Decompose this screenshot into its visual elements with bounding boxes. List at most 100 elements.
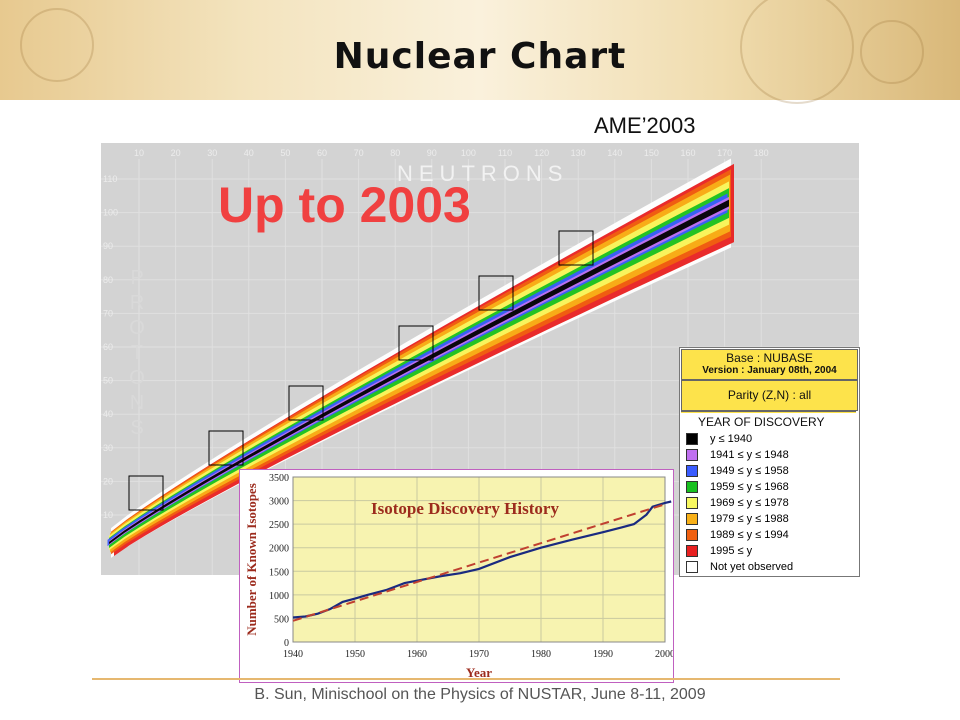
proton-tick-label: 20	[103, 476, 113, 486]
plot-frame	[292, 476, 666, 643]
legend-label: y ≤ 1940	[710, 433, 753, 445]
neutron-tick-label: 80	[390, 148, 400, 158]
headline: Up to 2003	[218, 177, 471, 233]
neutron-tick-label: 90	[427, 148, 437, 158]
neutron-tick-label: 150	[644, 148, 659, 158]
legend-item: 1995 ≤ y	[686, 544, 752, 558]
legend-divider	[681, 411, 856, 413]
magic-number-box	[288, 385, 324, 421]
footer: B. Sun, Minischool on the Physics of NUS…	[254, 686, 706, 703]
legend-label: 1995 ≤ y	[710, 545, 753, 557]
protons-axis-label: PROTONS	[129, 267, 145, 439]
neutrons-axis-label: NEUTRONS	[397, 161, 569, 186]
legend-swatch	[686, 561, 698, 573]
legend-item: 1959 ≤ y ≤ 1968	[686, 480, 789, 494]
magic-number-box	[398, 325, 434, 361]
legend-item: 1969 ≤ y ≤ 1978	[686, 496, 789, 510]
legend-item: y ≤ 1940	[686, 432, 752, 446]
legend-item: 1941 ≤ y ≤ 1948	[686, 448, 789, 462]
proton-tick-label: 50	[103, 376, 113, 386]
legend-item: Not yet observed	[686, 560, 793, 574]
banner-ornament	[740, 0, 854, 104]
proton-tick-label: 100	[103, 208, 118, 218]
proton-tick-label: 90	[103, 241, 113, 251]
nuclide-map: 10 20 30 40 50 60 70 80 90 100 110 120 130 140 150 160 1…	[101, 148, 859, 575]
isotope-band	[109, 199, 729, 545]
legend-label: 1989 ≤ y ≤ 1994	[710, 529, 789, 541]
neutron-tick-label: 140	[607, 148, 622, 158]
legend-item: 1989 ≤ y ≤ 1994	[686, 528, 789, 542]
history-plot: 1940 1950 1960 1970 1980 1990 2000 0 500 1000 1500…	[244, 473, 675, 680]
x-tick-label: 1960	[407, 649, 427, 660]
x-tick-label: 1980	[531, 649, 551, 660]
legend-swatch	[686, 545, 698, 557]
trend-line	[292, 503, 666, 622]
neutron-tick-label: 100	[461, 148, 476, 158]
y-tick-label: 0	[284, 638, 289, 649]
y-axis-label: Number of Known Isotopes	[244, 483, 259, 636]
legend-version: Version : January 08th, 2004	[702, 365, 837, 376]
legend: Base : NUBASE Version : January 08th, 20…	[679, 347, 860, 577]
legend-swatch	[686, 513, 698, 525]
y-tick-label: 1000	[269, 591, 289, 602]
legend-base: Base : NUBASE	[726, 351, 813, 365]
y-tick-label: 500	[274, 614, 289, 625]
proton-tick-label: 110	[103, 174, 117, 184]
y-tick-label: 1500	[269, 567, 289, 578]
legend-label: 1949 ≤ y ≤ 1958	[710, 465, 789, 477]
neutron-tick-label: 130	[571, 148, 586, 158]
legend-label: 1969 ≤ y ≤ 1978	[710, 497, 789, 509]
neutron-tick-label: 180	[754, 148, 769, 158]
banner-ornament	[860, 20, 924, 84]
legend-swatch	[686, 433, 698, 445]
legend-label: Not yet observed	[710, 561, 794, 573]
legend-base-box: Base : NUBASE Version : January 08th, 20…	[681, 349, 858, 380]
legend-item: 1949 ≤ y ≤ 1958	[686, 464, 789, 478]
magic-number-box	[128, 475, 164, 511]
neutron-tick-label: 70	[354, 148, 364, 158]
proton-tick-label: 40	[103, 409, 113, 419]
proton-tick-label: 60	[103, 342, 113, 352]
legend-label: 1979 ≤ y ≤ 1988	[710, 513, 789, 525]
legend-heading: YEAR OF DISCOVERY	[698, 415, 825, 429]
y-tick-label: 3500	[269, 473, 289, 484]
x-tick-label: 1970	[469, 649, 489, 660]
y-tick-label: 2500	[269, 520, 289, 531]
x-axis-label: Year	[466, 665, 492, 680]
neutron-tick-label: 20	[171, 148, 181, 158]
legend-parity: Parity (Z,N) : all	[681, 380, 858, 411]
legend-label: 1941 ≤ y ≤ 1948	[710, 449, 789, 461]
y-tick-label: 3000	[269, 497, 289, 508]
neutron-tick-label: 120	[534, 148, 549, 158]
proton-tick-label: 10	[103, 510, 113, 520]
footer-divider	[92, 678, 840, 680]
y-tick-label: 2000	[269, 544, 289, 555]
magic-number-box	[208, 430, 244, 466]
data-line	[292, 500, 672, 619]
page-title: Nuclear Chart	[333, 36, 627, 77]
isotope-history-chart: 1940 1950 1960 1970 1980 1990 2000 0 500 1000 1500…	[239, 469, 675, 683]
neutron-tick-label: 110	[498, 148, 512, 158]
legend-swatch	[686, 481, 698, 493]
x-tick-label: 2000	[655, 649, 673, 660]
legend-label: 1959 ≤ y ≤ 1968	[710, 481, 789, 493]
chart-title: Isotope Discovery History	[371, 499, 559, 518]
proton-tick-label: 70	[103, 308, 113, 318]
neutron-tick-label: 10	[134, 148, 144, 158]
legend-swatch	[686, 465, 698, 477]
subtitle: AME’2003	[594, 113, 696, 138]
neutron-tick-label: 160	[680, 148, 695, 158]
neutron-tick-label: 50	[280, 148, 290, 158]
magic-number-box	[478, 275, 514, 311]
neutron-tick-label: 170	[717, 148, 732, 158]
proton-tick-label: 80	[103, 275, 113, 285]
legend-item: 1979 ≤ y ≤ 1988	[686, 512, 789, 526]
banner-ornament	[20, 8, 94, 82]
neutron-tick-label: 60	[317, 148, 327, 158]
magic-number-box	[558, 230, 594, 266]
neutron-tick-label: 30	[207, 148, 217, 158]
legend-swatch	[686, 529, 698, 541]
title-banner	[0, 0, 960, 104]
x-tick-label: 1990	[593, 649, 613, 660]
legend-swatch	[686, 449, 698, 461]
